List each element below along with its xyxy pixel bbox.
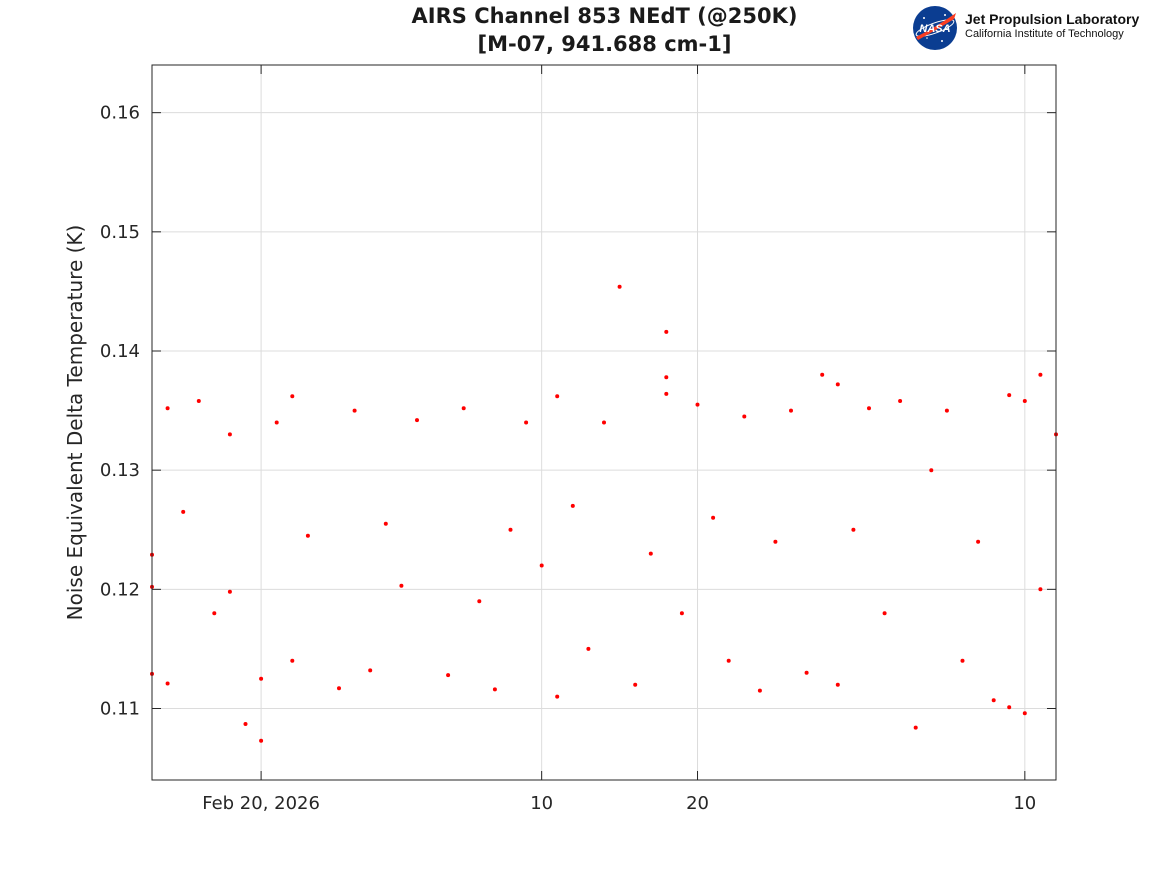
data-point	[196, 399, 201, 403]
data-points	[150, 284, 1058, 743]
data-point	[835, 382, 840, 387]
x-tick-label: 20	[686, 793, 709, 814]
grid	[152, 65, 1056, 780]
data-point	[835, 682, 840, 687]
nasa-emblem-text: NASA	[919, 23, 950, 35]
data-point	[165, 681, 170, 686]
jpl-subtitle: California Institute of Technology	[965, 28, 1124, 40]
data-point	[1022, 399, 1027, 403]
data-point	[804, 670, 809, 675]
data-point	[415, 418, 419, 423]
y-tick-label: 0.13	[100, 460, 140, 481]
data-point	[820, 372, 825, 377]
data-point	[383, 521, 388, 526]
data-point	[648, 551, 653, 556]
data-point	[181, 509, 186, 514]
data-point	[446, 673, 451, 678]
data-point	[664, 329, 669, 334]
data-point	[867, 406, 871, 411]
x-tick-label: 10	[530, 793, 553, 814]
data-point	[570, 503, 575, 508]
chart-title: AIRS Channel 853 NEdT (@250K)	[411, 4, 798, 28]
data-point	[1007, 393, 1012, 398]
data-point	[290, 658, 295, 663]
data-point	[617, 284, 622, 289]
data-point	[633, 682, 638, 687]
data-point	[882, 611, 887, 616]
y-tick-label: 0.15	[100, 222, 140, 243]
data-point	[773, 539, 778, 544]
data-point	[477, 599, 482, 604]
data-point	[991, 698, 996, 703]
data-point	[679, 611, 684, 616]
data-point	[789, 408, 793, 413]
data-point	[555, 694, 560, 699]
data-point	[1007, 705, 1012, 710]
data-point	[757, 688, 762, 693]
data-point	[944, 408, 949, 413]
data-point	[274, 420, 279, 425]
y-axis-label: Noise Equivalent Delta Temperature (K)	[63, 225, 87, 621]
data-point	[695, 402, 700, 407]
data-point	[539, 563, 544, 568]
data-point	[742, 414, 747, 419]
data-point	[259, 738, 264, 743]
data-point	[368, 668, 373, 673]
x-tick-label: 10	[1013, 793, 1036, 814]
data-point	[399, 583, 404, 588]
data-point	[508, 527, 513, 532]
data-point	[305, 533, 310, 538]
data-point	[290, 394, 295, 399]
data-point	[337, 686, 341, 691]
x-tick-label: Feb 20, 2026	[202, 793, 320, 814]
y-tick-label: 0.12	[100, 579, 140, 600]
data-point	[1038, 372, 1043, 377]
y-tick-label: 0.11	[100, 699, 140, 720]
jpl-logo: NASA Jet Propulsion Laboratory Californi…	[912, 5, 1162, 51]
data-point	[726, 658, 731, 663]
data-point	[711, 515, 716, 520]
nasa-meatball-icon: NASA	[913, 6, 957, 50]
data-point	[227, 432, 232, 437]
data-point	[929, 468, 934, 473]
data-point	[664, 391, 669, 396]
data-point	[352, 408, 357, 413]
y-tick-label: 0.14	[100, 341, 140, 362]
data-point	[898, 399, 903, 403]
data-point	[461, 406, 466, 411]
data-point	[976, 539, 981, 544]
plot-area	[151, 64, 1057, 781]
data-point	[165, 406, 170, 411]
data-point	[227, 589, 232, 594]
data-point	[1022, 711, 1027, 716]
data-point	[259, 676, 264, 681]
data-point	[555, 394, 560, 399]
data-point	[212, 611, 217, 616]
data-point	[960, 658, 965, 663]
data-point	[524, 420, 529, 425]
data-point	[602, 420, 606, 425]
jpl-name: Jet Propulsion Laboratory	[965, 11, 1140, 27]
data-point	[851, 527, 856, 532]
data-point	[243, 722, 248, 726]
data-point	[913, 725, 918, 730]
axis-ticks: 0.11 0.12 0.13 0.14 0.15 0.16 Feb 20, 2026 10 20…	[100, 65, 1056, 814]
data-point	[1038, 587, 1043, 592]
data-point	[664, 375, 669, 380]
y-tick-label: 0.16	[100, 103, 140, 124]
data-point	[492, 687, 497, 692]
chart-subtitle: [M-07, 941.688 cm-1]	[477, 32, 732, 56]
data-point	[586, 646, 591, 651]
